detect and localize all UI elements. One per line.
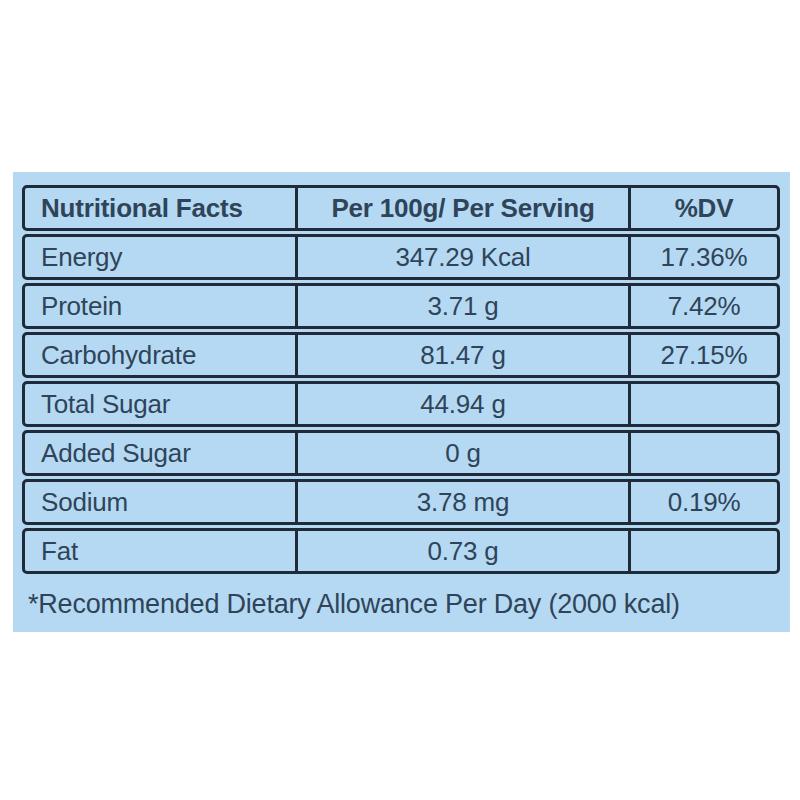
row-value: 3.71 g	[295, 286, 628, 326]
header-nutritional-facts: Nutritional Facts	[25, 188, 295, 228]
table-row-protein: Protein 3.71 g 7.42%	[22, 283, 780, 329]
row-label: Total Sugar	[25, 384, 295, 424]
row-value: 44.94 g	[295, 384, 628, 424]
row-label: Carbohydrate	[25, 335, 295, 375]
table-header-row: Nutritional Facts Per 100g/ Per Serving …	[22, 185, 780, 231]
row-label: Fat	[25, 531, 295, 571]
row-value: 0 g	[295, 433, 628, 473]
label-canvas: Nutritional Facts Per 100g/ Per Serving …	[0, 0, 800, 800]
table-row-total-sugar: Total Sugar 44.94 g	[22, 381, 780, 427]
table-row-energy: Energy 347.29 Kcal 17.36%	[22, 234, 780, 280]
header-per-100g-per-serving: Per 100g/ Per Serving	[295, 188, 628, 228]
row-dv: 0.19%	[628, 482, 777, 522]
row-label: Sodium	[25, 482, 295, 522]
table-row-fat: Fat 0.73 g	[22, 528, 780, 574]
row-dv: 17.36%	[628, 237, 777, 277]
row-dv	[628, 531, 777, 571]
row-label: Added Sugar	[25, 433, 295, 473]
row-value: 0.73 g	[295, 531, 628, 571]
table-row-sodium: Sodium 3.78 mg 0.19%	[22, 479, 780, 525]
row-dv	[628, 384, 777, 424]
row-value: 81.47 g	[295, 335, 628, 375]
table-row-carbohydrate: Carbohydrate 81.47 g 27.15%	[22, 332, 780, 378]
table-row-added-sugar: Added Sugar 0 g	[22, 430, 780, 476]
row-label: Protein	[25, 286, 295, 326]
row-value: 3.78 mg	[295, 482, 628, 522]
nutrition-panel: Nutritional Facts Per 100g/ Per Serving …	[13, 172, 790, 632]
row-label: Energy	[25, 237, 295, 277]
nutrition-table: Nutritional Facts Per 100g/ Per Serving …	[22, 185, 780, 574]
row-value: 347.29 Kcal	[295, 237, 628, 277]
row-dv: 27.15%	[628, 335, 777, 375]
row-dv	[628, 433, 777, 473]
rda-footnote: *Recommended Dietary Allowance Per Day (…	[28, 589, 778, 620]
row-dv: 7.42%	[628, 286, 777, 326]
header-percent-dv: %DV	[628, 188, 777, 228]
